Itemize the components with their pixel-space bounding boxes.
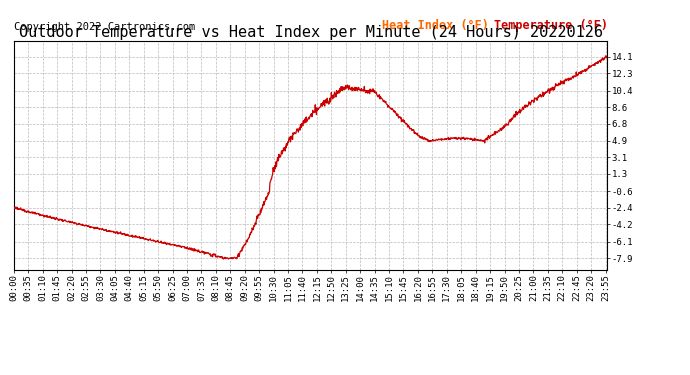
Text: Temperature (°F): Temperature (°F)	[495, 19, 609, 32]
Text: Heat Index (°F): Heat Index (°F)	[382, 19, 489, 32]
Text: Copyright 2022 Cartronics.com: Copyright 2022 Cartronics.com	[14, 22, 195, 32]
Title: Outdoor Temperature vs Heat Index per Minute (24 Hours) 20220126: Outdoor Temperature vs Heat Index per Mi…	[19, 25, 602, 40]
